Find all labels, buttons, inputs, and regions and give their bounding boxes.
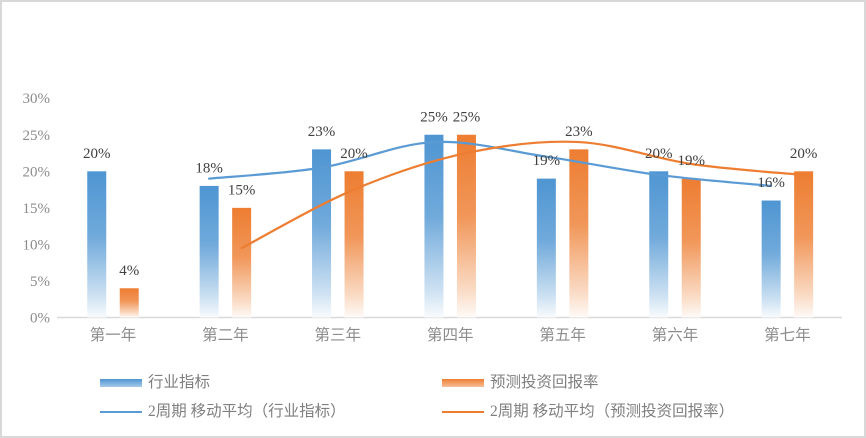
data-label: 20% [645,146,673,162]
x-axis-label: 第五年 [539,326,586,344]
y-axis-tick: 0% [30,311,50,327]
x-axis-label: 第七年 [764,326,811,344]
data-label: 19% [678,153,706,169]
y-axis-tick: 25% [23,128,51,144]
data-label: 4% [119,263,139,279]
data-label: 20% [83,146,111,162]
bar [649,171,669,318]
bar [794,171,814,318]
bar [312,149,332,318]
data-label: 23% [308,124,336,140]
bar [536,178,556,318]
bar [344,171,364,318]
bar [87,171,107,318]
data-label: 16% [757,175,785,191]
x-axis-label: 第三年 [315,326,362,344]
bar [424,134,444,318]
data-label: 23% [565,124,593,140]
bar [681,178,701,318]
bar [119,288,139,318]
bar [232,207,252,318]
bar [569,149,589,318]
data-label: 25% [420,109,448,125]
data-label: 15% [228,182,256,198]
y-axis-tick: 20% [23,164,51,180]
data-label: 18% [195,160,223,176]
x-axis-label: 第六年 [652,326,699,344]
y-axis-tick: 5% [30,274,50,290]
data-label: 20% [340,146,368,162]
y-axis-tick: 10% [23,237,51,253]
y-axis-tick: 15% [23,201,51,217]
x-axis-label: 第一年 [90,326,137,344]
x-axis-label: 第二年 [202,326,249,344]
bar [456,134,476,318]
trendline [208,140,773,188]
bar [199,185,219,318]
data-label: 19% [533,153,561,169]
data-label: 25% [453,109,481,125]
data-label: 20% [790,146,818,162]
y-axis-tick: 30% [23,91,51,107]
trendline [240,140,805,250]
x-axis-label: 第四年 [427,326,474,344]
bar [761,200,781,318]
